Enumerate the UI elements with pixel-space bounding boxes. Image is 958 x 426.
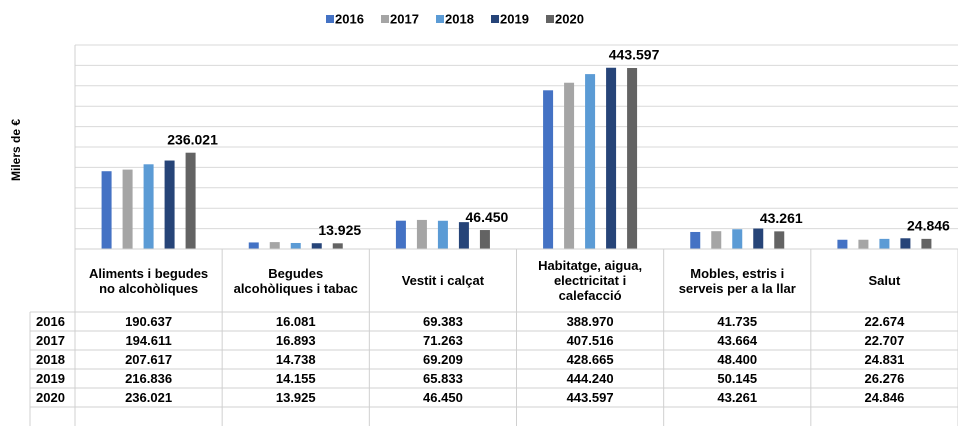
legend-label: 2016: [335, 11, 364, 26]
bar: [101, 171, 112, 249]
table-cell: 24.846: [865, 390, 905, 405]
table-cell: 236.021: [125, 390, 172, 405]
table-cell: 22.674: [865, 314, 906, 329]
table-cell: 69.209: [423, 352, 463, 367]
table-cell: 194.611: [125, 333, 171, 348]
category-label: Begudes alcohòliques i tabac: [233, 265, 358, 296]
category-label: Mobles, estris i serveis per a la llar: [678, 265, 796, 296]
bar: [543, 90, 554, 250]
bar: [564, 82, 575, 249]
legend-swatch: [326, 15, 334, 23]
category-label: Aliments i begudes no alcohòliques: [88, 265, 209, 296]
bar: [437, 220, 448, 249]
bar: [458, 222, 469, 249]
bar: [837, 239, 848, 249]
table-row-label: 2016: [36, 314, 65, 329]
table-row-label: 2018: [36, 352, 65, 367]
bar: [711, 231, 722, 249]
bar: [690, 231, 701, 249]
table-cell: 43.664: [717, 333, 758, 348]
bar: [290, 242, 301, 249]
legend-swatch: [381, 15, 389, 23]
table-cell: 444.240: [567, 371, 614, 386]
table-cell: 50.145: [717, 371, 757, 386]
legend-label: 2020: [555, 11, 584, 26]
table-cell: 13.925: [276, 390, 316, 405]
table-cell: 65.833: [423, 371, 463, 386]
category-label: Salut: [868, 273, 901, 288]
table-cell: 22.707: [865, 333, 905, 348]
table-row-label: 2017: [36, 333, 65, 348]
bar: [879, 238, 890, 249]
table-cell: 24.831: [865, 352, 905, 367]
bar: [311, 243, 322, 249]
data-label: 443.597: [609, 47, 660, 63]
bar: [627, 68, 638, 249]
category-label: Habitatge, aigua, electricitat i calefac…: [538, 258, 643, 303]
bar: [164, 160, 175, 249]
bar: [416, 219, 427, 249]
table-cell: 443.597: [567, 390, 614, 405]
legend-swatch: [491, 15, 499, 23]
legend-label: 2018: [445, 11, 474, 26]
table-cell: 48.400: [717, 352, 757, 367]
table-cell: 16.081: [276, 314, 316, 329]
table-cell: 407.516: [567, 333, 614, 348]
table-cell: 16.893: [276, 333, 316, 348]
table-cell: 428.665: [567, 352, 614, 367]
table-cell: 14.738: [276, 352, 316, 367]
table-cell: 388.970: [567, 314, 614, 329]
table-cell: 26.276: [865, 371, 905, 386]
table-cell: 190.637: [125, 314, 172, 329]
table-cell: 207.617: [125, 352, 172, 367]
bar: [858, 239, 869, 249]
table-row-label: 2019: [36, 371, 65, 386]
bar: [732, 229, 743, 249]
legend-swatch: [546, 15, 554, 23]
bar: [606, 67, 617, 249]
bar: [269, 242, 280, 249]
y-axis-title: Milers de €: [9, 119, 23, 181]
data-label: 24.846: [907, 218, 950, 234]
data-label: 43.261: [760, 210, 803, 226]
table-cell: 71.263: [423, 333, 463, 348]
bar: [479, 230, 490, 249]
bar: [900, 238, 911, 249]
table-cell: 14.155: [276, 371, 316, 386]
legend-label: 2019: [500, 11, 529, 26]
data-label: 46.450: [466, 209, 509, 225]
data-label: 13.925: [318, 222, 361, 238]
category-label: Vestit i calçat: [401, 273, 485, 288]
table-cell: 46.450: [423, 390, 463, 405]
bar: [753, 228, 764, 249]
bar: [248, 242, 259, 249]
bar: [122, 169, 133, 249]
bar: [921, 238, 932, 249]
legend-label: 2017: [390, 11, 419, 26]
table-cell: 41.735: [717, 314, 757, 329]
bar: [143, 164, 154, 249]
bar: [774, 231, 785, 249]
bar: [185, 152, 196, 249]
table-row-label: 2020: [36, 390, 65, 405]
bar: [395, 220, 406, 249]
table-cell: 43.261: [717, 390, 757, 405]
bar: [585, 74, 596, 250]
table-cell: 216.836: [125, 371, 172, 386]
data-label: 236.021: [167, 131, 218, 147]
legend-swatch: [436, 15, 444, 23]
bar: [332, 243, 343, 249]
table-cell: 69.383: [423, 314, 463, 329]
